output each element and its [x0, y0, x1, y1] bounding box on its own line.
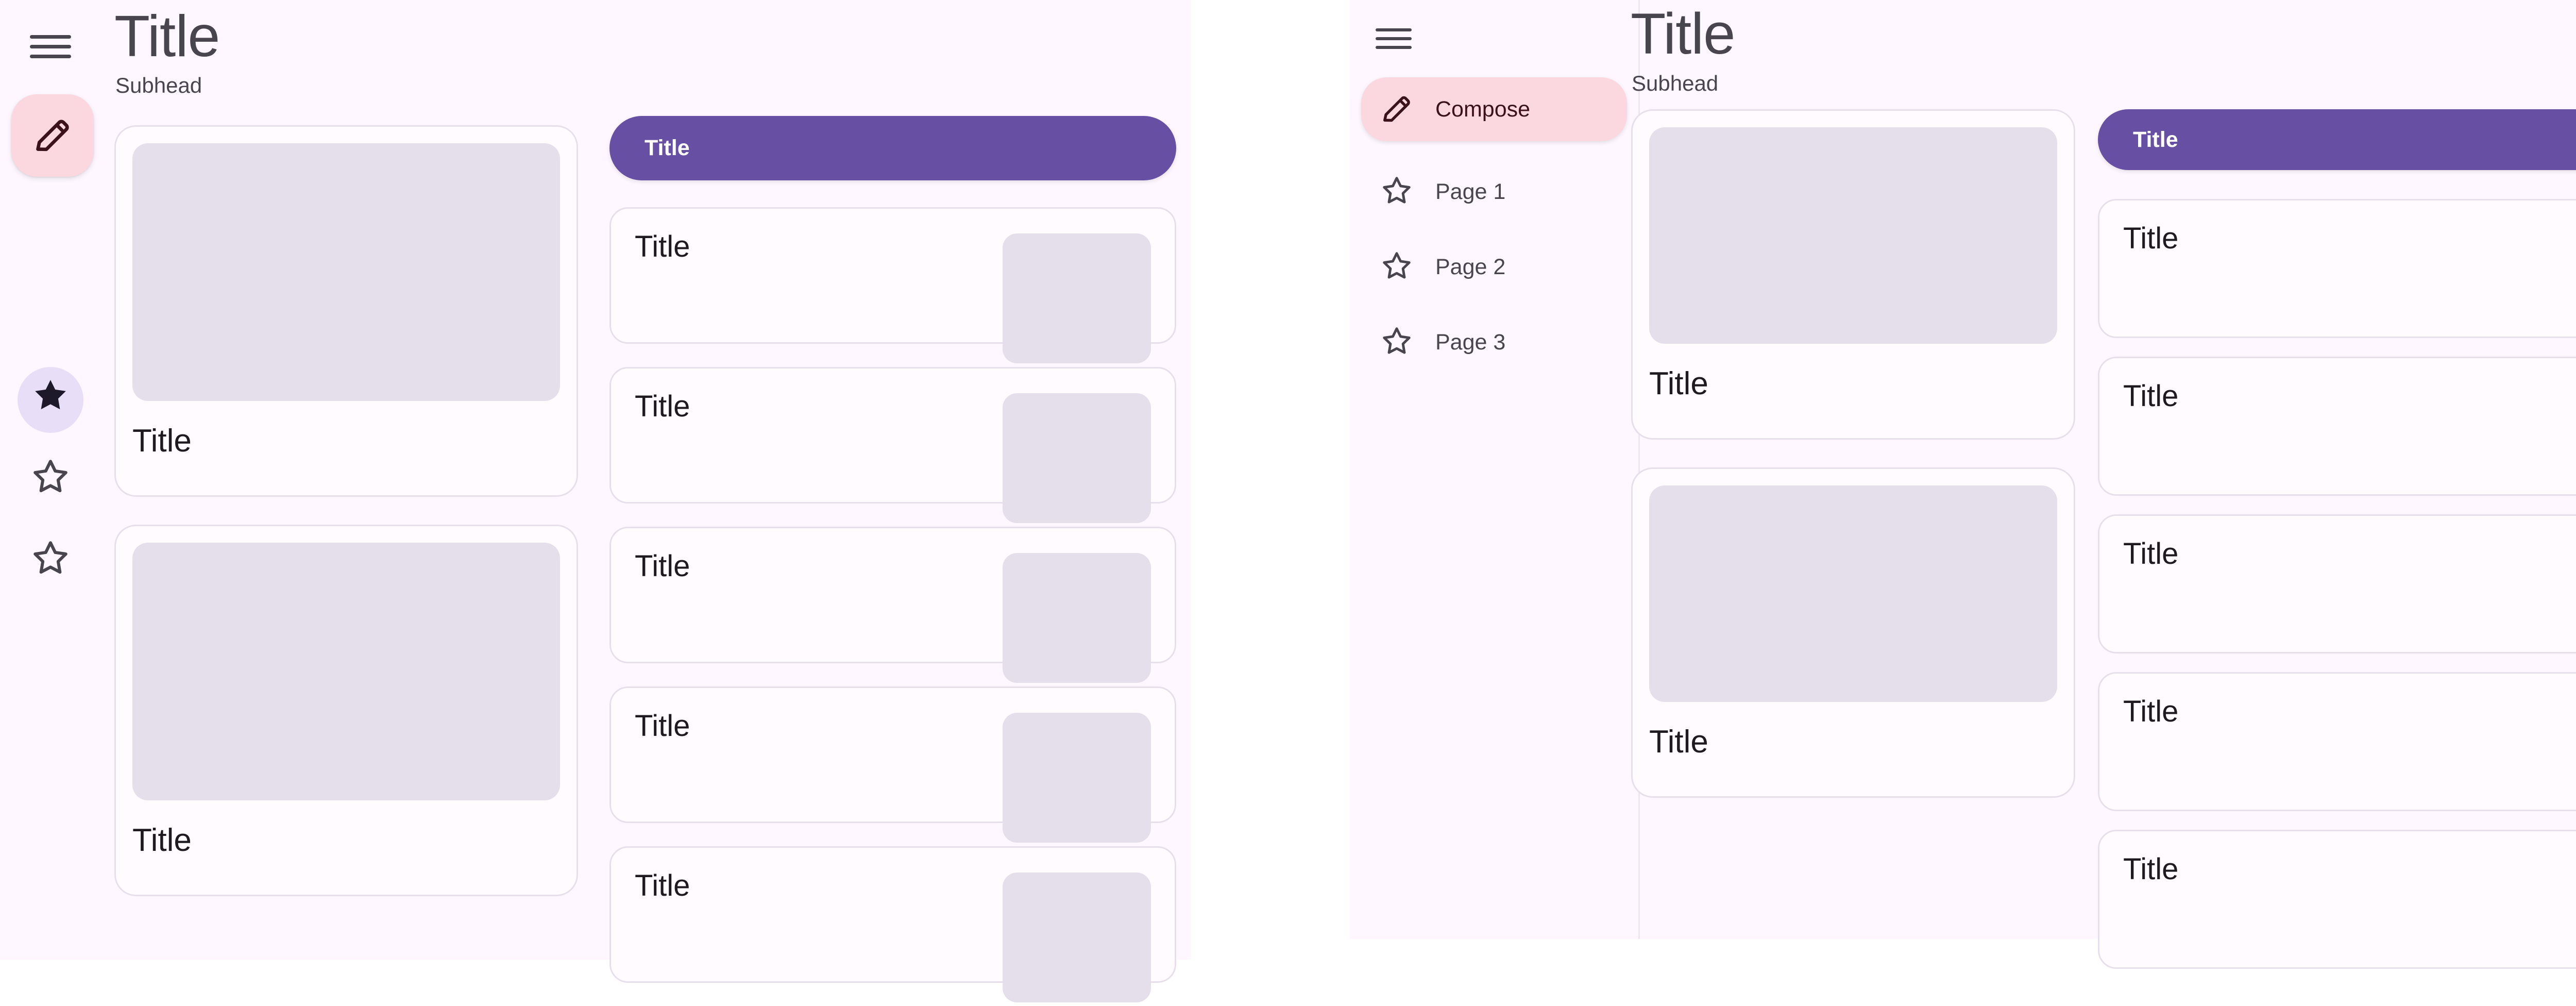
list-column: Title Title Title Title Title Title [2098, 109, 2576, 987]
list-item-title: Title [2123, 695, 2179, 728]
star-outline-icon [1381, 250, 1413, 284]
drawer-spacer [1350, 222, 1638, 241]
image-placeholder [132, 143, 560, 401]
list-item[interactable]: Title [2098, 199, 2576, 338]
image-placeholder [1649, 127, 2057, 344]
pencil-edit-icon [33, 115, 72, 157]
drawer-item-page-3[interactable]: Page 3 [1361, 316, 1627, 368]
page-subhead: Subhead [1632, 71, 1719, 95]
list-item[interactable]: Title [609, 367, 1176, 523]
panel-navigation-rail-variant: Title Subhead Title Title Title Title Ti… [0, 0, 1191, 1002]
list-item-title: Title [2123, 379, 2179, 413]
star-outline-icon [1381, 175, 1413, 209]
list-item-title: Title [2123, 222, 2179, 255]
feed-card-title: Title [1649, 724, 1708, 760]
drawer-item-compose[interactable]: Compose [1361, 77, 1627, 141]
sidebar-item-star-3[interactable] [0, 518, 101, 600]
drawer-item-list: Compose Page 1 Page 2 [1350, 77, 1638, 372]
thumbnail-placeholder [1003, 233, 1151, 363]
hamburger-menu-icon[interactable] [1376, 25, 1412, 53]
list-item[interactable]: Title [2098, 357, 2576, 496]
list-banner[interactable]: Title [2098, 109, 2576, 170]
page-title: Title [114, 4, 220, 69]
feed-card[interactable]: Title [1631, 467, 2075, 798]
drawer-item-page-2[interactable]: Page 2 [1361, 241, 1627, 293]
thumbnail-placeholder [1003, 713, 1151, 843]
feed-card-title: Title [1649, 366, 1708, 401]
drawer-item-label: Compose [1435, 96, 1531, 122]
list-item-title: Title [635, 549, 690, 583]
drawer-item-label: Page 1 [1435, 179, 1506, 204]
compose-fab-button[interactable] [11, 94, 94, 177]
feed-card[interactable]: Title [1631, 109, 2075, 440]
feed-card[interactable]: Title [114, 525, 578, 896]
drawer-item-label: Page 2 [1435, 254, 1506, 279]
star-outline-icon [31, 457, 70, 499]
list-item-title: Title [635, 709, 690, 743]
page-subhead: Subhead [115, 73, 202, 97]
sidebar-item-starred-active[interactable] [0, 356, 101, 437]
drawer-item-label: Page 3 [1435, 329, 1506, 355]
list-banner-title: Title [2133, 127, 2178, 152]
feed-column: Title Title [1631, 109, 2075, 826]
feed-card-title: Title [132, 423, 192, 459]
image-placeholder [1649, 485, 2057, 702]
feed-card[interactable]: Title [114, 125, 578, 497]
page-header: Title Subhead [1631, 0, 2576, 95]
list-item[interactable]: Title [609, 207, 1176, 363]
thumbnail-placeholder [1003, 393, 1151, 523]
list-item-title: Title [2123, 537, 2179, 571]
rail-item-list [0, 356, 101, 600]
list-column: Title Title Title Title Title Title [609, 116, 1176, 1006]
thumbnail-placeholder [1003, 873, 1151, 1002]
star-filled-icon [31, 376, 70, 417]
list-item[interactable]: Title [2098, 514, 2576, 653]
hamburger-menu-icon[interactable] [30, 31, 71, 62]
drawer-spacer [1350, 297, 1638, 316]
list-item[interactable]: Title [609, 846, 1176, 1002]
page-title: Title [1631, 2, 1735, 66]
page-header: Title Subhead [114, 0, 1191, 98]
navigation-drawer: Compose Page 1 Page 2 [1350, 0, 1638, 939]
list-item-title: Title [635, 390, 690, 423]
feed-column: Title Title [114, 125, 578, 924]
sidebar-item-star-2[interactable] [0, 437, 101, 518]
drawer-item-page-1[interactable]: Page 1 [1361, 166, 1627, 217]
list-item[interactable]: Title [609, 686, 1176, 843]
list-item[interactable]: Title [2098, 830, 2576, 969]
list-item-title: Title [2123, 852, 2179, 886]
pencil-edit-icon [1381, 92, 1413, 127]
image-placeholder [132, 543, 560, 800]
star-outline-icon [31, 539, 70, 580]
list-banner-title: Title [645, 136, 690, 160]
list-item[interactable]: Title [609, 527, 1176, 683]
list-item[interactable]: Title [2098, 672, 2576, 811]
star-outline-icon [1381, 325, 1413, 360]
list-banner[interactable]: Title [609, 116, 1176, 180]
thumbnail-placeholder [1003, 553, 1151, 683]
list-item-title: Title [635, 869, 690, 902]
drawer-content-divider [1638, 0, 1640, 939]
list-item-title: Title [635, 230, 690, 263]
navigation-rail [0, 0, 101, 960]
feed-card-title: Title [132, 823, 192, 858]
